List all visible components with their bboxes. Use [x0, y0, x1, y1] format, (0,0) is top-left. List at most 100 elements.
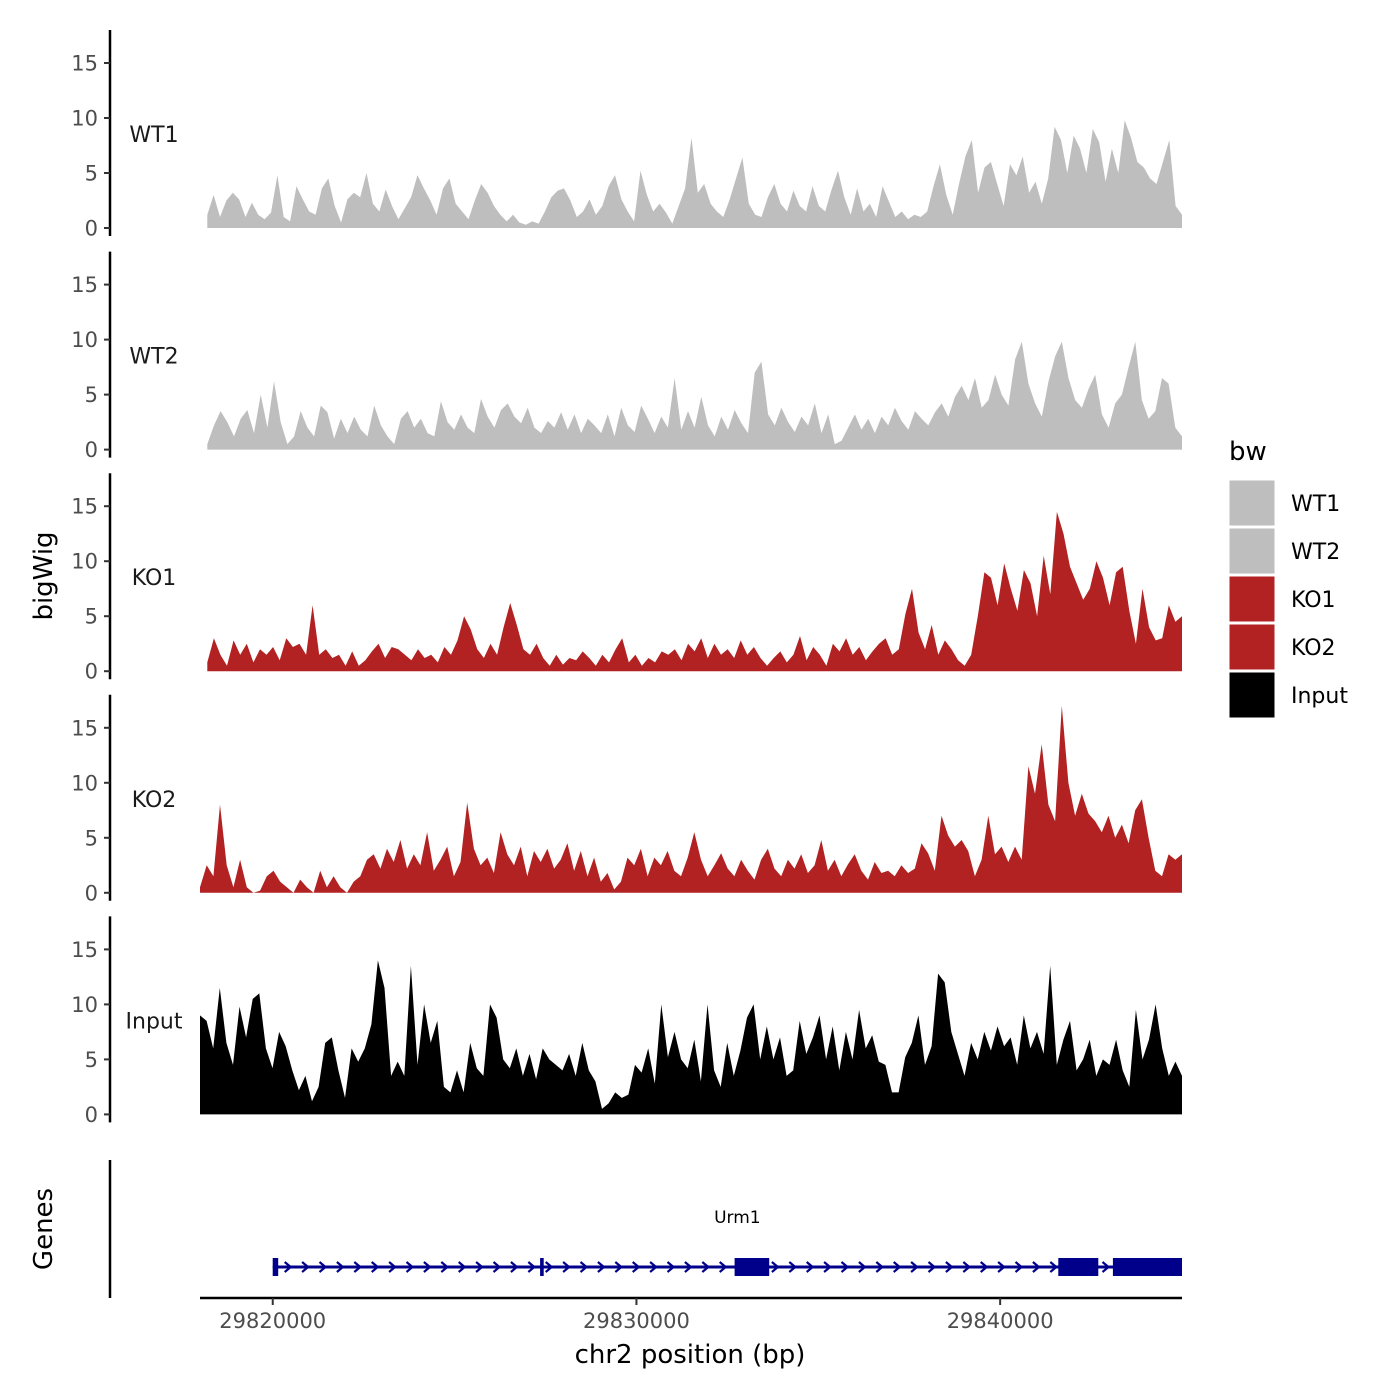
- strand-arrow: [318, 1261, 328, 1273]
- strand-arrow: [997, 1261, 1006, 1273]
- y-tick-label: 10: [71, 993, 98, 1017]
- strand-arrow: [684, 1261, 693, 1273]
- gene-track: Urm1: [108, 1160, 1182, 1298]
- panel-ko2: 0 5 10 15 KO2: [71, 694, 1182, 905]
- strand-arrow: [823, 1261, 832, 1273]
- strand-arrow: [805, 1261, 815, 1273]
- strand-arrow: [457, 1261, 467, 1273]
- gene-exon: [1112, 1258, 1182, 1276]
- strand-arrow: [1014, 1261, 1024, 1273]
- gene-exon: [734, 1258, 770, 1276]
- legend-label-ko2: KO2: [1291, 636, 1336, 661]
- y-tick-label: 0: [85, 438, 98, 462]
- strand-arrow: [353, 1261, 363, 1273]
- y-tick-label: 0: [85, 881, 98, 905]
- legend-label-input: Input: [1291, 684, 1348, 709]
- strand-arrow: [875, 1261, 885, 1273]
- track-label-wt1: WT1: [129, 123, 178, 148]
- y-tick-label: 5: [85, 826, 98, 850]
- y-tick-label: 10: [71, 771, 98, 795]
- strand-arrow: [283, 1261, 293, 1273]
- signal-area-ko1: [207, 511, 1183, 672]
- y-tick-label: 5: [85, 383, 98, 407]
- strand-arrow: [701, 1261, 711, 1273]
- x-tick-label: 29830000: [583, 1309, 690, 1333]
- y-tick-label: 0: [85, 660, 98, 684]
- gene-name-label: Urm1: [714, 1208, 761, 1228]
- y-tick-label: 15: [71, 273, 98, 297]
- strand-arrow: [1049, 1261, 1059, 1273]
- x-tick-label: 29820000: [219, 1309, 326, 1333]
- strand-arrow: [544, 1261, 554, 1273]
- strand-arrow: [440, 1261, 450, 1273]
- track-label-input: Input: [126, 1009, 183, 1034]
- panel-input: 0 5 10 15 Input: [71, 916, 1182, 1127]
- strand-arrow: [405, 1261, 415, 1273]
- strand-arrow: [597, 1261, 606, 1273]
- strand-arrow: [388, 1261, 397, 1273]
- strand-arrow: [771, 1261, 780, 1273]
- strand-arrow: [492, 1261, 502, 1273]
- y-axis-title: bigWig: [29, 531, 59, 620]
- signal-area-ko2: [200, 705, 1182, 893]
- gene-axis-title: Genes: [29, 1188, 59, 1270]
- strand-arrow: [370, 1261, 380, 1273]
- track-label-ko2: KO2: [132, 788, 177, 813]
- signal-area-wt2: [207, 341, 1183, 450]
- x-axis-title: chr2 position (bp): [575, 1340, 806, 1370]
- gene-exon: [272, 1258, 279, 1276]
- legend-key-input: [1228, 671, 1276, 719]
- track-panels: 0 5 10 15 WT1 0 5 10 15 WT2 0 5 10 15 KO1 0 5 10 15 KO2 0 5 10…: [71, 30, 1183, 1127]
- strand-arrow: [510, 1261, 519, 1273]
- legend-key-ko1: [1228, 575, 1276, 623]
- signal-area-wt1: [207, 120, 1183, 228]
- legend: bw WT1 WT2 KO1 KO2 Input: [1228, 437, 1348, 719]
- x-axis: 29820000 29830000 29840000: [200, 1296, 1182, 1333]
- legend-label-wt1: WT1: [1291, 492, 1340, 517]
- y-tick-label: 15: [71, 495, 98, 519]
- legend-key-wt2: [1228, 527, 1276, 575]
- panel-wt1: 0 5 10 15 WT1: [71, 30, 1183, 241]
- legend-key-ko2: [1228, 623, 1276, 671]
- legend-title: bw: [1229, 437, 1267, 467]
- y-tick-label: 5: [85, 162, 98, 186]
- y-tick-label: 0: [85, 1103, 98, 1127]
- strand-arrow: [562, 1261, 571, 1273]
- y-tick-label: 10: [71, 328, 98, 352]
- strand-arrow: [840, 1261, 850, 1273]
- y-tick-label: 5: [85, 605, 98, 629]
- y-tick-label: 0: [85, 217, 98, 241]
- strand-arrow: [1101, 1261, 1111, 1273]
- strand-arrow: [631, 1261, 641, 1273]
- gene-exon: [540, 1258, 544, 1276]
- strand-arrow: [649, 1261, 658, 1273]
- strand-arrow: [614, 1261, 624, 1273]
- strand-arrow: [945, 1261, 954, 1273]
- strand-arrow: [527, 1261, 537, 1273]
- strand-arrow: [892, 1261, 902, 1273]
- strand-arrow: [579, 1261, 589, 1273]
- x-tick-label: 29840000: [947, 1309, 1054, 1333]
- y-tick-label: 15: [71, 938, 98, 962]
- strand-arrow: [962, 1261, 972, 1273]
- strand-arrow: [475, 1261, 484, 1273]
- y-tick-label: 5: [85, 1048, 98, 1072]
- signal-area-input: [200, 960, 1182, 1115]
- legend-key-wt1: [1228, 479, 1276, 527]
- legend-label-ko1: KO1: [1291, 588, 1336, 613]
- strand-arrow: [301, 1261, 310, 1273]
- panel-wt2: 0 5 10 15 WT2: [71, 251, 1183, 462]
- strand-arrow: [423, 1261, 432, 1273]
- gene-exon: [1058, 1258, 1099, 1276]
- strand-arrow: [1032, 1261, 1041, 1273]
- y-tick-label: 15: [71, 52, 98, 76]
- legend-label-wt2: WT2: [1291, 540, 1340, 565]
- strand-arrow: [666, 1261, 676, 1273]
- y-tick-label: 10: [71, 107, 98, 131]
- strand-arrow: [927, 1261, 937, 1273]
- strand-arrow: [979, 1261, 989, 1273]
- strand-arrow: [910, 1261, 919, 1273]
- strand-arrow: [718, 1261, 728, 1273]
- track-label-wt2: WT2: [129, 345, 178, 370]
